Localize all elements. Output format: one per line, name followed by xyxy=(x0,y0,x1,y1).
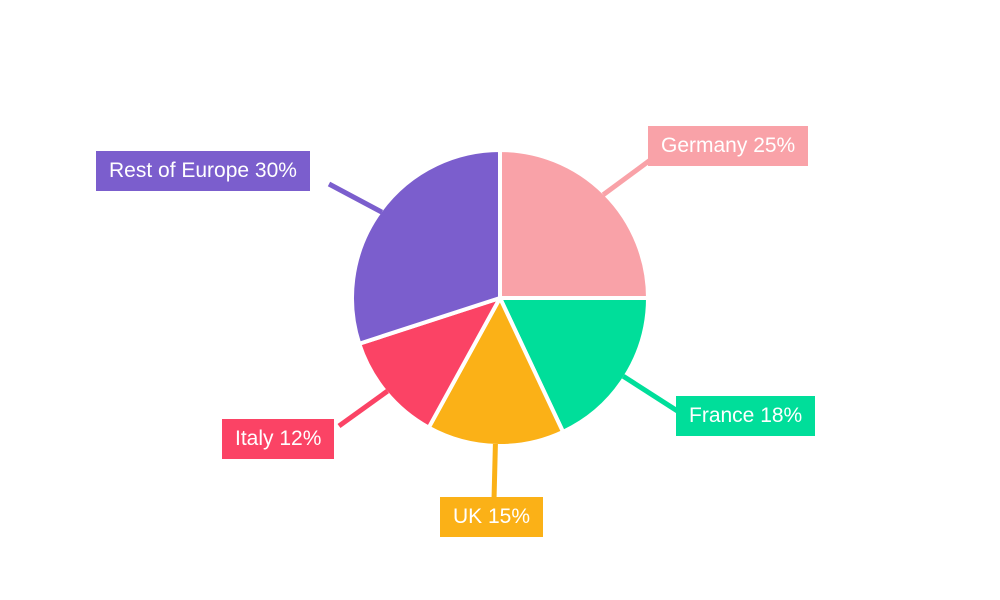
callout-france[interactable]: France 18% xyxy=(676,396,816,436)
callout-rest-of-europe[interactable]: Rest of Europe 30% xyxy=(96,151,310,191)
callout-uk[interactable]: UK 15% xyxy=(440,497,544,537)
leader-line-france xyxy=(621,374,681,415)
leader-line-italy xyxy=(337,389,389,429)
callout-italy[interactable]: Italy 12% xyxy=(222,419,335,459)
callout-germany[interactable]: Germany 25% xyxy=(648,126,809,166)
pie-slice-germany[interactable] xyxy=(498,148,650,300)
leader-line-rest-of-europe xyxy=(327,181,384,215)
leader-line-uk xyxy=(491,443,498,501)
leader-line-germany xyxy=(601,155,655,197)
